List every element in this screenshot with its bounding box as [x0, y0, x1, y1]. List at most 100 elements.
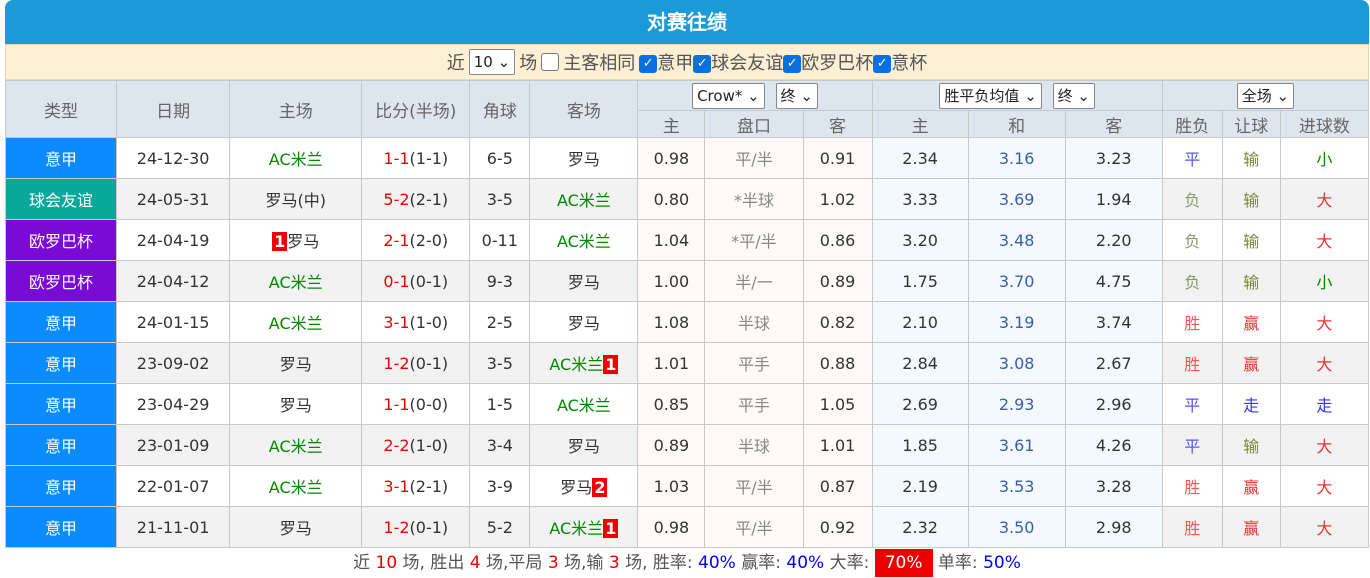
red-card-badge: 2 — [592, 478, 608, 497]
same-home-label: 主客相同 — [563, 53, 636, 74]
match-type[interactable]: 意甲 — [4, 342, 118, 384]
match-date: 21-11-01 — [116, 506, 231, 548]
home-team: AC米兰 — [229, 301, 363, 343]
league-checkbox[interactable]: ✓ — [873, 55, 892, 73]
euro-away-odds: 2.20 — [1064, 219, 1163, 261]
match-type[interactable]: 意甲 — [4, 301, 118, 343]
over-under-result: 大 — [1279, 506, 1370, 548]
away-team: 罗马 — [529, 137, 639, 179]
asian-home-odds: 1.01 — [637, 342, 706, 384]
match-type[interactable]: 意甲 — [4, 137, 118, 179]
score[interactable]: 1-1(1-1) — [361, 137, 471, 179]
company-select[interactable]: Crow* ⌄ — [692, 82, 765, 109]
over-under-result: 走 — [1279, 383, 1370, 425]
final-select-2[interactable]: 终 ⌄ — [1052, 82, 1095, 109]
match-date: 23-04-29 — [116, 383, 231, 425]
euro-home-odds: 2.10 — [871, 301, 969, 343]
asian-home-odds: 0.85 — [637, 383, 706, 425]
handicap-result: 输 — [1221, 260, 1281, 302]
euro-draw-odds: 3.61 — [967, 424, 1066, 466]
team-name[interactable]: AC米兰 — [549, 355, 604, 374]
team-name[interactable]: 罗马 — [287, 232, 320, 251]
corners: 3-9 — [469, 465, 531, 507]
handicap-line: 半球 — [704, 424, 804, 466]
match-type[interactable]: 意甲 — [4, 506, 118, 548]
team-name[interactable]: AC米兰 — [556, 232, 611, 251]
team-name[interactable]: 罗马 — [567, 150, 600, 169]
handicap-result: 赢 — [1221, 465, 1281, 507]
team-name[interactable]: AC米兰 — [268, 437, 323, 456]
match-date: 24-12-30 — [116, 137, 231, 179]
euro-draw-odds: 2.93 — [967, 383, 1066, 425]
handicap-line: 半球 — [704, 301, 804, 343]
recent-count-select[interactable]: 10 ⌄ — [468, 49, 516, 75]
asian-away-odds: 0.87 — [802, 465, 873, 507]
score[interactable]: 3-1(2-1) — [361, 465, 471, 507]
team-name[interactable]: 罗马 — [567, 273, 600, 292]
games-label: 场 — [519, 53, 538, 74]
team-name[interactable]: AC米兰 — [268, 150, 323, 169]
period-select[interactable]: 全场 ⌄ — [1236, 82, 1295, 109]
league-checkbox[interactable]: ✓ — [639, 55, 658, 73]
team-name[interactable]: 罗马 — [279, 519, 312, 538]
euro-home-odds: 2.84 — [871, 342, 969, 384]
final-select-1[interactable]: 终 ⌄ — [775, 82, 818, 109]
team-name[interactable]: AC米兰 — [268, 314, 323, 333]
team-name[interactable]: 罗马 — [279, 396, 312, 415]
away-team: AC米兰 — [529, 383, 639, 425]
asian-away-odds: 0.91 — [802, 137, 873, 179]
league-checkbox[interactable]: ✓ — [783, 55, 802, 73]
team-name[interactable]: AC米兰 — [556, 191, 611, 210]
team-name[interactable]: AC米兰 — [268, 273, 323, 292]
over-under-result: 大 — [1279, 424, 1370, 466]
header-away: 客场 — [529, 80, 639, 138]
team-name[interactable]: 罗马 — [567, 314, 600, 333]
team-name[interactable]: 罗马 — [567, 437, 600, 456]
score[interactable]: 0-1(0-1) — [361, 260, 471, 302]
league-label: 意甲 — [657, 53, 694, 74]
result: 负 — [1161, 219, 1223, 261]
home-team: AC米兰 — [229, 137, 363, 179]
team-name[interactable]: AC米兰 — [268, 478, 323, 497]
team-name[interactable]: AC米兰 — [549, 519, 604, 538]
subheader: 和 — [967, 110, 1066, 138]
score[interactable]: 1-2(0-1) — [361, 342, 471, 384]
score[interactable]: 1-1(0-0) — [361, 383, 471, 425]
handicap-result: 输 — [1221, 178, 1281, 220]
euro-home-odds: 3.20 — [871, 219, 969, 261]
score[interactable]: 1-2(0-1) — [361, 506, 471, 548]
match-type[interactable]: 意甲 — [4, 424, 118, 466]
team-name[interactable]: AC米兰 — [556, 396, 611, 415]
score[interactable]: 2-1(2-0) — [361, 219, 471, 261]
match-type[interactable]: 球会友谊 — [4, 178, 118, 220]
match-date: 23-09-02 — [116, 342, 231, 384]
asian-odds-header: Crow* ⌄ 终 ⌄ — [637, 80, 873, 111]
away-team: 罗马 — [529, 424, 639, 466]
score[interactable]: 2-2(1-0) — [361, 424, 471, 466]
corners: 2-5 — [469, 301, 531, 343]
match-type[interactable]: 意甲 — [4, 383, 118, 425]
match-type[interactable]: 欧罗巴杯 — [4, 219, 118, 261]
match-type[interactable]: 意甲 — [4, 465, 118, 507]
euro-draw-odds: 3.16 — [967, 137, 1066, 179]
match-type[interactable]: 欧罗巴杯 — [4, 260, 118, 302]
same-home-checkbox[interactable] — [541, 53, 560, 71]
team-name[interactable]: 罗马 — [560, 478, 593, 497]
result: 胜 — [1161, 342, 1223, 384]
header-date: 日期 — [116, 80, 231, 138]
team-name[interactable]: 罗马 — [279, 355, 312, 374]
league-label: 球会友谊 — [711, 53, 784, 74]
match-date: 24-05-31 — [116, 178, 231, 220]
score[interactable]: 3-1(1-0) — [361, 301, 471, 343]
euro-select[interactable]: 胜平负均值 ⌄ — [939, 82, 1042, 109]
euro-draw-odds: 3.48 — [967, 219, 1066, 261]
team-name[interactable]: 罗马(中) — [265, 191, 326, 210]
league-checkbox[interactable]: ✓ — [693, 55, 712, 73]
asian-home-odds: 0.80 — [637, 178, 706, 220]
table-row: 意甲 24-01-15 AC米兰 3-1(1-0) 2-5 罗马 1.08 半球… — [4, 301, 1370, 343]
score[interactable]: 5-2(2-1) — [361, 178, 471, 220]
corners: 9-3 — [469, 260, 531, 302]
table-row: 意甲 23-09-02 罗马 1-2(0-1) 3-5 AC米兰 1 1.01 平… — [4, 342, 1370, 384]
away-team: 罗马 — [529, 260, 639, 302]
away-team: AC米兰 1 — [529, 506, 639, 548]
